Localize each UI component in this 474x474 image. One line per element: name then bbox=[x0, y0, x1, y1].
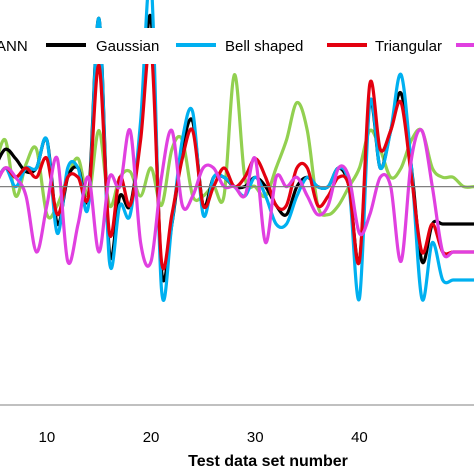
legend-label-1: Gaussian bbox=[96, 38, 159, 55]
legend-label-3: Triangular bbox=[375, 38, 442, 55]
series-line-0 bbox=[0, 73, 474, 220]
x-axis-title: Test data set number bbox=[188, 453, 348, 470]
legend-label-0: ANN bbox=[0, 38, 28, 55]
plot-area bbox=[0, 0, 474, 302]
series-line-3 bbox=[0, 42, 474, 271]
legend-label-2: Bell shaped bbox=[225, 38, 303, 55]
x-tick-label: 10 bbox=[39, 429, 56, 446]
x-tick-labels: 10 20 30 40 bbox=[39, 429, 368, 446]
x-tick-label: 20 bbox=[143, 429, 160, 446]
legend: ANN Gaussian Bell shaped Triangular bbox=[0, 28, 474, 64]
x-tick-label: 30 bbox=[247, 429, 264, 446]
x-tick-label: 40 bbox=[351, 429, 368, 446]
series-layer bbox=[0, 0, 474, 302]
